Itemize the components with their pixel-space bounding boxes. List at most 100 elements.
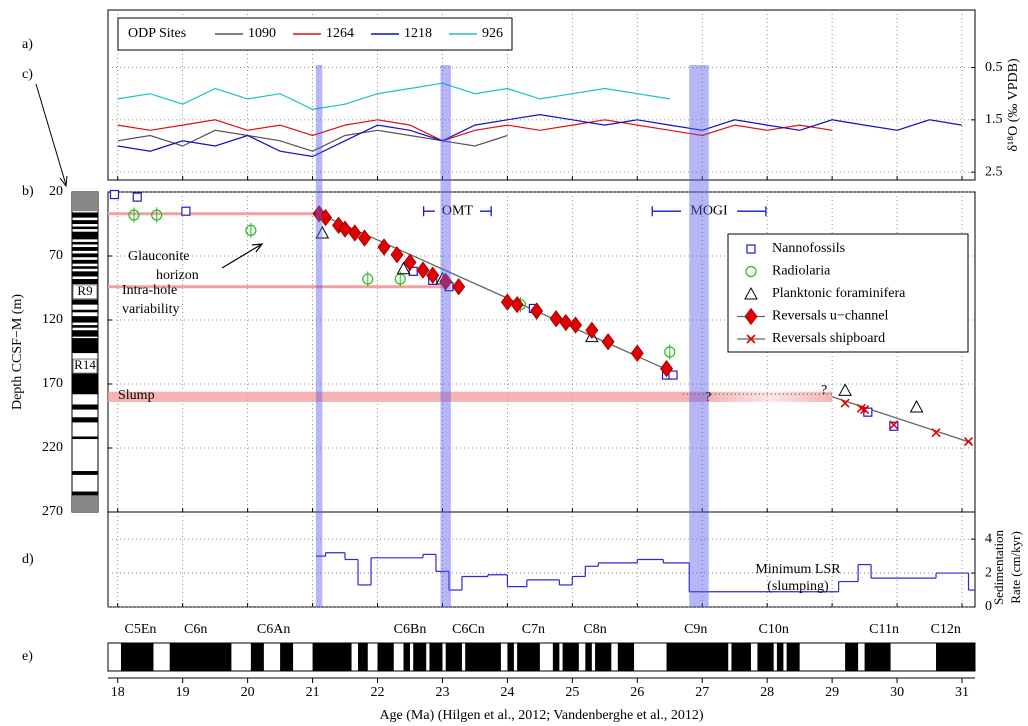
marker-diamond: [439, 272, 453, 291]
annotation: (slumping): [767, 579, 829, 594]
log-normal: [72, 226, 98, 230]
log-normal: [72, 404, 98, 410]
normal-chron: [429, 643, 443, 671]
square: [668, 370, 678, 380]
legend-label: Nannofossils: [772, 241, 845, 256]
annotation: Glauconite: [128, 249, 189, 264]
diamond: [530, 302, 544, 320]
marker-diamond: [416, 261, 430, 279]
annotation: horizon: [156, 268, 199, 283]
log-normal: [72, 271, 98, 277]
circle: [745, 265, 757, 278]
marker-x: [931, 428, 941, 438]
y-tick-label: 70: [49, 248, 63, 263]
log-normal: [72, 220, 98, 224]
normal-chron: [585, 643, 592, 671]
diamond: [660, 359, 674, 378]
marker-diamond: [338, 220, 352, 238]
diamond: [319, 208, 333, 227]
y-tick-label: 270: [42, 504, 63, 519]
marker-square: [668, 370, 678, 380]
y-tick-label: 170: [42, 376, 63, 391]
marker-diamond: [585, 321, 599, 339]
panel-letter: e): [22, 649, 33, 664]
square: [181, 206, 191, 216]
marker-square: [889, 421, 899, 431]
normal-chron: [936, 643, 975, 671]
marker-triangle: [396, 261, 411, 275]
marker-circle: [362, 273, 374, 285]
diamond: [585, 321, 599, 339]
diamond: [510, 295, 524, 314]
panel-letter: c): [22, 67, 33, 82]
chron-label: C12n: [931, 622, 961, 637]
x-tick-label: 20: [241, 685, 255, 700]
annotation: Intra-hole: [122, 283, 177, 298]
legend-label: Reversals shipboard: [772, 331, 885, 346]
annotation: ?: [821, 383, 827, 398]
triangle: [584, 329, 599, 343]
y-axis-label: Rate (cm/kyr): [1008, 531, 1023, 604]
normal-chron: [280, 643, 294, 671]
circle: [362, 273, 374, 285]
arrow: [35, 83, 68, 188]
normal-chron: [864, 643, 891, 671]
log-normal: [72, 309, 98, 313]
y-tick-label: 4: [985, 531, 992, 546]
x-tick-label: 19: [176, 685, 190, 700]
diamond: [348, 224, 362, 242]
diamond: [601, 333, 615, 351]
log-normal: [72, 299, 98, 305]
cross: [963, 437, 974, 447]
slump-band: [108, 391, 709, 402]
marker-diamond: [744, 307, 758, 326]
series-line: [117, 113, 963, 158]
x-axis-label: Age (Ma) (Hilgen et al., 2012; Vandenber…: [379, 708, 703, 723]
square: [109, 189, 120, 200]
y-tick-label: 220: [42, 440, 63, 455]
legend-label: 1090: [248, 26, 276, 41]
chron-label: C8n: [583, 622, 606, 637]
square: [889, 421, 899, 431]
diamond: [377, 238, 391, 256]
log-normal: [72, 279, 98, 285]
x-tick-label: 18: [111, 685, 125, 700]
marker-x: [963, 437, 974, 447]
y-axis-label: Sedimentation: [991, 529, 1006, 605]
diamond: [500, 293, 514, 311]
chron-label: C6Bn: [394, 622, 427, 637]
marker-diamond: [358, 229, 372, 247]
highlight-band: [315, 65, 323, 607]
log-normal: [72, 212, 98, 218]
marker-triangle: [744, 286, 758, 300]
normal-chron: [507, 643, 514, 671]
log-normal: [72, 241, 98, 245]
normal-chron: [757, 643, 774, 671]
normal-chron: [552, 643, 560, 671]
marker-diamond: [377, 238, 391, 256]
marker-triangle: [584, 329, 599, 343]
triangle: [315, 225, 330, 239]
y-tick-label: 0: [985, 599, 992, 614]
panel-letter: b): [22, 184, 34, 199]
diamond: [744, 307, 758, 326]
normal-chron: [120, 643, 154, 671]
legend-label: Reversals u−channel: [772, 309, 888, 324]
normal-chron: [403, 643, 410, 671]
log-label: N13: [74, 337, 96, 352]
marker-diamond: [549, 310, 563, 328]
legend-label: 926: [482, 26, 503, 41]
x-tick-label: 31: [955, 685, 969, 700]
log-gray: [72, 495, 98, 512]
log-normal: [72, 491, 98, 496]
triangle: [744, 286, 758, 300]
circle: [151, 209, 163, 221]
marker-circle: [245, 224, 257, 236]
x-tick-label: 24: [500, 685, 514, 700]
y-tick-label: 2: [985, 565, 992, 580]
square: [132, 192, 142, 202]
chron-label: C5En: [125, 622, 157, 637]
triangle: [396, 261, 411, 275]
marker-x: [746, 334, 756, 344]
diamond: [439, 272, 453, 291]
